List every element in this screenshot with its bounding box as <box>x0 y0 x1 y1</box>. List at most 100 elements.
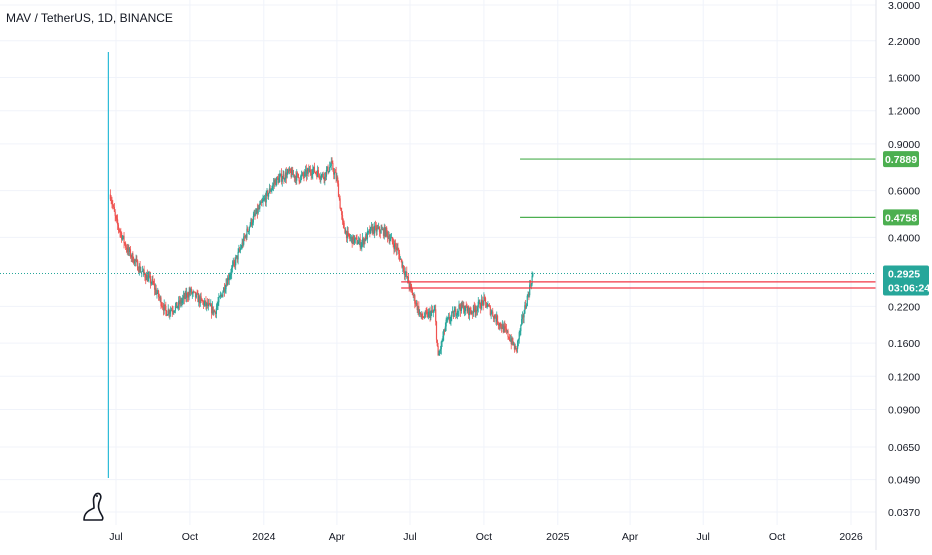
candle-body <box>345 230 347 234</box>
candle-body <box>416 302 418 311</box>
candle-body <box>344 228 346 234</box>
candle-body <box>445 319 447 327</box>
candle-body <box>216 305 218 308</box>
tradingview-logo-icon[interactable] <box>83 492 104 521</box>
candle-body <box>228 277 230 281</box>
candle-body <box>388 236 390 242</box>
candle-body <box>401 259 403 268</box>
candle-body <box>220 294 222 296</box>
candle-body <box>383 227 385 236</box>
candle-body <box>338 196 340 199</box>
candle-body <box>208 303 210 305</box>
candle-body <box>274 180 276 184</box>
candle-body <box>288 169 290 172</box>
candle-body <box>211 306 213 314</box>
candle-body <box>424 311 426 317</box>
candle-body <box>176 302 178 309</box>
candle-body <box>380 228 382 234</box>
candle-body <box>364 238 366 241</box>
candle-body <box>133 262 135 264</box>
candle-body <box>371 226 373 233</box>
candle-body <box>496 315 498 322</box>
candle-body <box>317 170 319 178</box>
candle-body <box>326 166 328 171</box>
grid <box>0 0 876 525</box>
candle-body <box>241 242 243 248</box>
candle-body <box>137 260 139 271</box>
candle-body <box>500 323 502 327</box>
candle-body <box>139 265 141 272</box>
candle-body <box>415 302 418 305</box>
candle-body <box>142 269 144 272</box>
candle-body <box>292 174 295 176</box>
candle-body <box>423 317 425 319</box>
candle-body <box>517 339 520 341</box>
candle-body <box>334 172 336 173</box>
candle-body <box>296 172 298 181</box>
candle-body <box>398 250 400 254</box>
candle-body <box>492 311 494 317</box>
candle-body <box>503 325 505 333</box>
candle-body <box>172 311 174 312</box>
candle-body <box>484 298 487 303</box>
candle-body <box>455 309 457 316</box>
candle-body <box>113 206 115 212</box>
candle-body <box>381 228 383 230</box>
candle-body <box>266 191 268 193</box>
candle-body <box>490 312 492 315</box>
candle-body <box>287 169 289 173</box>
candle-body <box>156 293 158 295</box>
candle-body <box>332 163 334 171</box>
candle-body <box>325 172 327 177</box>
candle-body <box>160 297 162 306</box>
candle-body <box>509 339 512 341</box>
candle-body <box>132 253 134 263</box>
candle-body <box>313 166 315 170</box>
candle-body <box>127 247 129 253</box>
candle-body <box>278 177 280 183</box>
candle-body <box>295 176 297 181</box>
candle-body <box>455 315 458 316</box>
candle-body <box>145 277 147 281</box>
candle-body <box>166 310 168 316</box>
candle-body <box>187 297 189 298</box>
candle-body <box>114 211 116 216</box>
candle-body <box>524 305 526 314</box>
candle-body <box>251 222 254 225</box>
candle-body <box>385 227 387 236</box>
candle-body <box>175 302 177 306</box>
candle-body <box>521 315 524 320</box>
candle-body <box>439 350 441 355</box>
candle-body <box>265 192 267 203</box>
candle-body <box>402 265 404 268</box>
candle-body <box>374 225 377 227</box>
candle-body <box>497 323 499 325</box>
candle-body <box>486 306 488 308</box>
candle-body <box>372 226 374 233</box>
candle-body <box>167 309 169 315</box>
candle-body <box>235 257 237 266</box>
level-price-label: 0.7889 <box>885 154 917 166</box>
candle-body <box>395 246 397 250</box>
candle-body <box>286 172 288 178</box>
candle-body <box>121 237 124 240</box>
candle-body <box>301 172 303 175</box>
x-tick-label: Apr <box>622 531 639 543</box>
candle-body <box>355 237 357 239</box>
y-tick-label: 0.0370 <box>888 507 920 519</box>
y-tick-label: 0.0650 <box>888 442 920 454</box>
candle-body <box>414 295 416 304</box>
candle-body <box>188 291 190 298</box>
candle-body <box>513 344 516 350</box>
candle-body <box>514 346 516 350</box>
candle-body <box>116 218 118 220</box>
candle-body <box>232 261 234 265</box>
candle-body <box>528 294 530 296</box>
candle-body <box>412 294 414 296</box>
candle-body <box>329 165 332 168</box>
candle-body <box>213 310 215 314</box>
candle-body <box>122 235 124 238</box>
candle-body <box>519 331 521 333</box>
